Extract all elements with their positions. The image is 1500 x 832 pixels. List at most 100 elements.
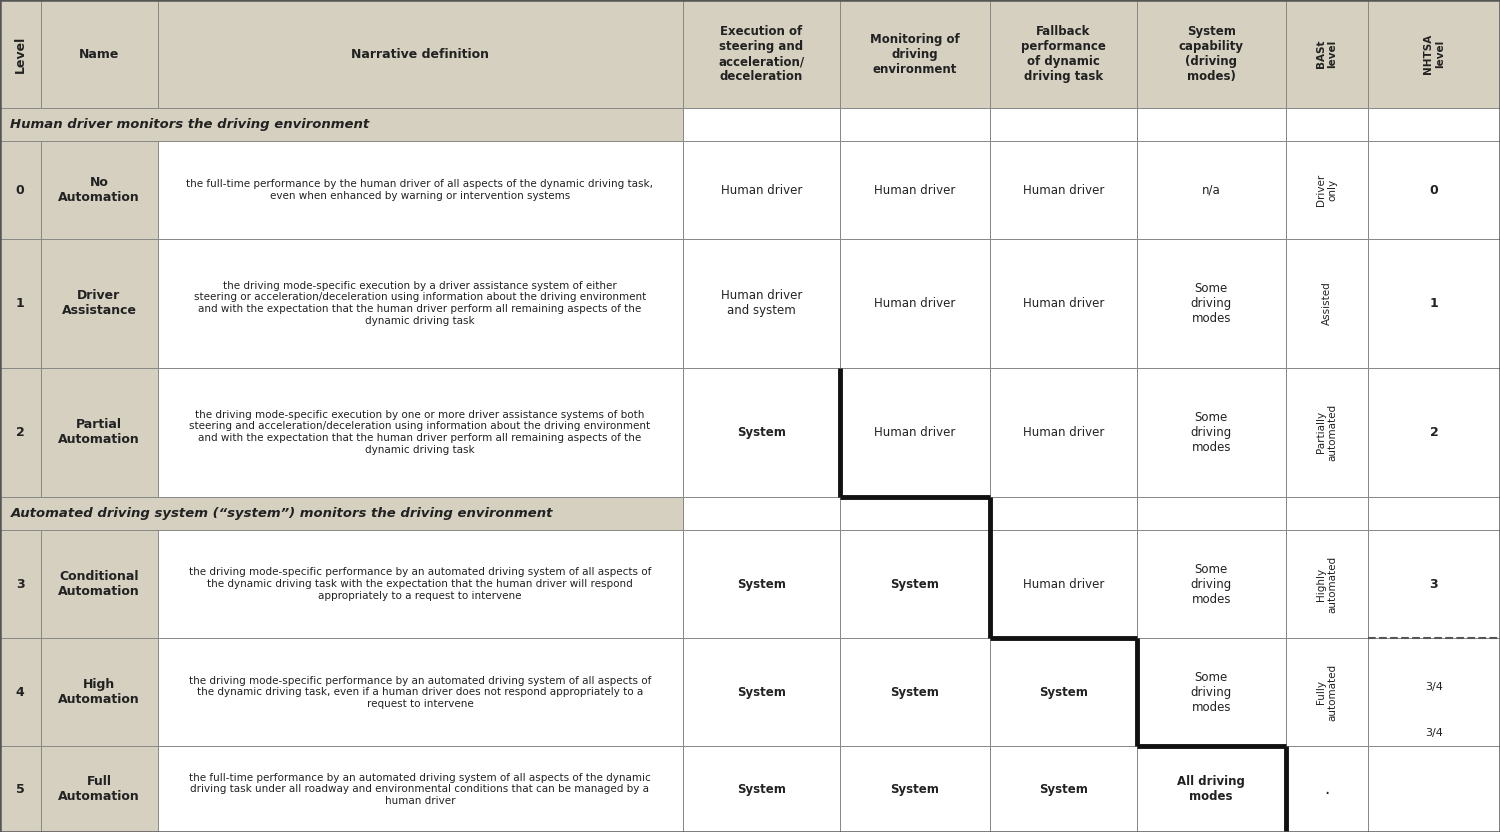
Bar — [40, 141, 158, 239]
Text: High
Automation: High Automation — [58, 678, 140, 706]
Bar — [1286, 638, 1368, 746]
Bar — [0, 497, 682, 530]
Text: Some
driving
modes: Some driving modes — [1191, 411, 1231, 453]
Bar — [40, 638, 158, 746]
Bar — [1368, 530, 1500, 638]
Bar — [682, 239, 840, 368]
Bar — [158, 239, 682, 368]
Text: Some
driving
modes: Some driving modes — [1191, 562, 1231, 606]
Bar — [840, 638, 990, 746]
Bar — [840, 108, 990, 141]
Text: NHTSA
level: NHTSA level — [1424, 34, 1444, 74]
Text: the driving mode-specific execution by one or more driver assistance systems of : the driving mode-specific execution by o… — [189, 410, 651, 454]
Text: Some
driving
modes: Some driving modes — [1191, 282, 1231, 324]
Bar — [990, 746, 1137, 832]
Bar — [990, 368, 1137, 497]
Bar — [1368, 746, 1500, 832]
Bar — [1137, 497, 1286, 530]
Text: .: . — [1324, 780, 1329, 798]
Text: 3/4: 3/4 — [1425, 728, 1443, 738]
Text: Level: Level — [13, 36, 27, 72]
Bar — [1286, 108, 1368, 141]
Text: the full-time performance by the human driver of all aspects of the dynamic driv: the full-time performance by the human d… — [186, 180, 654, 201]
Text: n/a: n/a — [1202, 184, 1221, 196]
Text: Fallback
performance
of dynamic
driving task: Fallback performance of dynamic driving … — [1022, 25, 1106, 83]
Text: the full-time performance by an automated driving system of all aspects of the d: the full-time performance by an automate… — [189, 773, 651, 805]
Text: System: System — [736, 426, 786, 438]
Bar — [990, 141, 1137, 239]
Text: Human driver: Human driver — [874, 426, 956, 438]
Bar — [682, 638, 840, 746]
Bar — [0, 368, 40, 497]
Bar — [990, 497, 1137, 530]
Bar — [990, 0, 1137, 108]
Bar — [40, 746, 158, 832]
Bar — [0, 746, 40, 832]
Bar — [990, 108, 1137, 141]
Bar — [682, 141, 840, 239]
Text: Partial
Automation: Partial Automation — [58, 418, 140, 446]
Text: Highly
automated: Highly automated — [1316, 556, 1338, 612]
Bar — [682, 497, 840, 530]
Bar — [840, 368, 990, 497]
Text: 3/4: 3/4 — [1425, 682, 1443, 692]
Bar — [1368, 239, 1500, 368]
Text: the driving mode-specific performance by an automated driving system of all aspe: the driving mode-specific performance by… — [189, 567, 651, 601]
Bar — [1368, 497, 1500, 530]
Bar — [990, 239, 1137, 368]
Bar — [1137, 746, 1286, 832]
Bar — [682, 108, 840, 141]
Text: Narrative definition: Narrative definition — [351, 47, 489, 61]
Text: System: System — [736, 686, 786, 699]
Text: System: System — [1040, 783, 1088, 795]
Bar — [990, 638, 1137, 746]
Bar — [1368, 108, 1500, 141]
Text: Driver
Assistance: Driver Assistance — [62, 290, 136, 317]
Text: Automated driving system (“system”) monitors the driving environment: Automated driving system (“system”) moni… — [10, 507, 554, 520]
Text: Full
Automation: Full Automation — [58, 775, 140, 803]
Text: System: System — [891, 783, 939, 795]
Bar — [1368, 638, 1500, 746]
Text: 3: 3 — [1430, 577, 1438, 591]
Text: Human driver: Human driver — [720, 184, 803, 196]
Text: Human driver: Human driver — [1023, 184, 1104, 196]
Bar — [1368, 141, 1500, 239]
Text: 0: 0 — [16, 184, 24, 196]
Bar — [1286, 239, 1368, 368]
Bar — [1137, 141, 1286, 239]
Text: 0: 0 — [1430, 184, 1438, 196]
Text: Monitoring of
driving
environment: Monitoring of driving environment — [870, 32, 960, 76]
Bar — [1137, 368, 1286, 497]
Bar — [1368, 368, 1500, 497]
Bar — [0, 141, 40, 239]
Bar — [158, 141, 682, 239]
Bar — [840, 141, 990, 239]
Bar — [0, 239, 40, 368]
Text: All driving
modes: All driving modes — [1178, 775, 1245, 803]
Text: Human driver: Human driver — [1023, 426, 1104, 438]
Text: Human driver: Human driver — [1023, 297, 1104, 310]
Text: System: System — [736, 783, 786, 795]
Text: 2: 2 — [16, 426, 24, 438]
Text: 4: 4 — [16, 686, 24, 699]
Text: Human driver monitors the driving environment: Human driver monitors the driving enviro… — [10, 118, 369, 131]
Bar — [1286, 746, 1368, 832]
Text: System: System — [1040, 686, 1088, 699]
Text: the driving mode-specific execution by a driver assistance system of either
stee: the driving mode-specific execution by a… — [194, 281, 646, 325]
Bar — [1137, 0, 1286, 108]
Text: Fully
automated: Fully automated — [1316, 664, 1338, 721]
Text: 3: 3 — [16, 577, 24, 591]
Text: System
capability
(driving
modes): System capability (driving modes) — [1179, 25, 1244, 83]
Bar — [40, 530, 158, 638]
Bar — [990, 530, 1137, 638]
Bar — [682, 368, 840, 497]
Bar — [1137, 530, 1286, 638]
Bar — [158, 638, 682, 746]
Text: Human driver: Human driver — [1023, 577, 1104, 591]
Bar — [1137, 108, 1286, 141]
Bar — [158, 746, 682, 832]
Bar — [840, 497, 990, 530]
Text: 1: 1 — [1430, 297, 1438, 310]
Bar — [1286, 0, 1368, 108]
Bar — [1137, 638, 1286, 746]
